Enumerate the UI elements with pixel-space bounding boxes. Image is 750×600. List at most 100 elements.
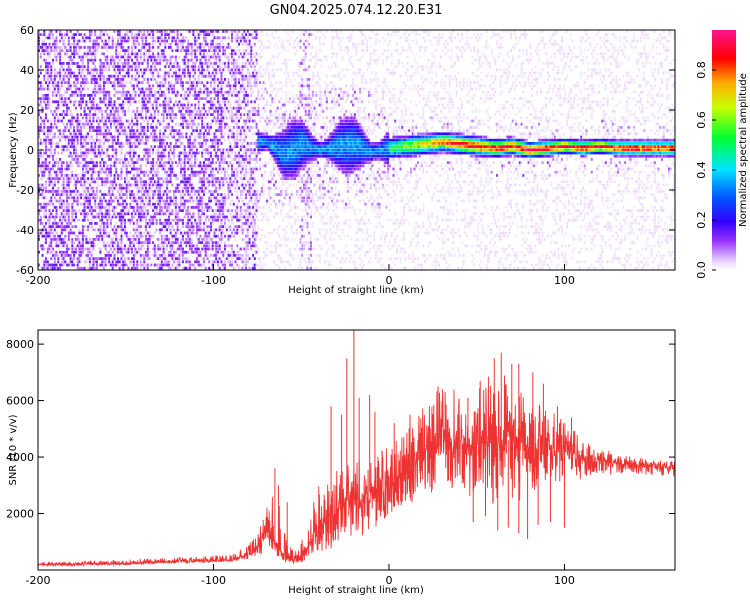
heatmap-cell	[197, 193, 200, 196]
heatmap-cell	[178, 71, 181, 75]
heatmap-cell	[155, 90, 158, 94]
heatmap-cell	[125, 177, 128, 180]
heatmap-cell	[239, 254, 242, 257]
heatmap-cell	[171, 49, 174, 52]
heatmap-cell	[187, 186, 190, 190]
heatmap-cell	[234, 154, 237, 158]
heatmap-cell	[85, 234, 88, 238]
heatmap-cell	[38, 42, 40, 46]
heatmap-cell	[95, 161, 98, 164]
heatmap-cell	[102, 33, 105, 36]
heatmap-cell	[99, 110, 102, 113]
heatmap-cell	[162, 103, 165, 107]
heatmap-cell	[57, 193, 60, 196]
heatmap-cell	[218, 183, 221, 187]
heatmap-cell	[132, 90, 135, 94]
heatmap-cell	[129, 145, 132, 148]
heatmap-cell	[139, 215, 142, 219]
heatmap-cell	[117, 65, 119, 68]
heatmap-cell	[124, 212, 126, 216]
heatmap-cell	[174, 177, 177, 180]
heatmap-cell	[136, 170, 139, 174]
heatmap-cell	[153, 164, 156, 168]
heatmap-cell	[201, 97, 204, 100]
heatmap-cell	[211, 222, 214, 225]
heatmap-cell	[94, 238, 97, 241]
heatmap-cell	[102, 100, 105, 104]
heatmap-cell	[236, 225, 239, 228]
heatmap-cell	[195, 202, 198, 206]
heatmap-cell	[92, 42, 95, 46]
heatmap-cell	[108, 145, 111, 148]
heatmap-cell	[239, 138, 242, 142]
heatmap-cell	[88, 49, 91, 52]
heatmap-cell	[46, 68, 49, 72]
heatmap-cell	[220, 177, 223, 180]
heatmap-cell	[152, 135, 155, 139]
heatmap-cell	[220, 263, 223, 267]
heatmap-cell	[138, 158, 140, 161]
heatmap-cell	[195, 260, 198, 264]
heatmap-cell	[220, 46, 223, 49]
heatmap-cell	[106, 33, 109, 36]
heatmap-cell	[109, 126, 112, 129]
heatmap-cell	[92, 151, 95, 155]
heatmap-cell	[143, 100, 146, 104]
heatmap-cell	[171, 167, 174, 171]
heatmap-cell	[90, 170, 93, 174]
heatmap-cell	[74, 151, 77, 155]
heatmap-cell	[224, 126, 226, 129]
heatmap-cell	[215, 36, 218, 40]
heatmap-cell	[146, 190, 149, 193]
heatmap-cell	[146, 81, 149, 84]
heatmap-cell	[204, 215, 207, 219]
heatmap-cell	[220, 234, 223, 238]
heatmap-cell	[87, 196, 90, 200]
heatmap-cell	[39, 164, 42, 168]
heatmap-cell	[64, 225, 67, 228]
heatmap-cell	[218, 238, 221, 241]
heatmap-cell	[113, 212, 116, 216]
heatmap-cell	[241, 158, 244, 161]
heatmap-cell	[97, 170, 100, 174]
heatmap-cell	[227, 209, 230, 212]
heatmap-cell	[104, 263, 107, 267]
heatmap-cell	[60, 36, 63, 40]
heatmap-cell	[178, 74, 181, 78]
heatmap-cell	[92, 164, 95, 168]
heatmap-cell	[92, 116, 95, 120]
heatmap-cell	[246, 100, 249, 104]
heatmap-cell	[245, 170, 248, 174]
heatmap-cell	[139, 266, 142, 270]
heatmap-cell	[57, 234, 60, 238]
heatmap-cell	[148, 202, 151, 206]
heatmap-cell	[238, 103, 240, 107]
heatmap-cell	[66, 113, 69, 116]
heatmap-cell	[69, 193, 72, 196]
heatmap-cell	[106, 42, 109, 46]
heatmap-cell	[83, 36, 86, 40]
heatmap-cell	[164, 65, 167, 68]
heatmap-cell	[97, 110, 100, 113]
heatmap-cell	[76, 202, 79, 206]
heatmap-cell	[231, 78, 233, 81]
heatmap-cell	[87, 49, 90, 52]
heatmap-cell	[167, 151, 170, 155]
heatmap-cell	[74, 199, 77, 203]
heatmap-cell	[76, 129, 79, 132]
heatmap-cell	[136, 225, 139, 228]
heatmap-cell	[53, 190, 56, 193]
heatmap-cell	[243, 62, 246, 65]
heatmap-cell	[69, 68, 72, 72]
heatmap-cell	[213, 87, 216, 91]
heatmap-cell	[194, 97, 197, 100]
heatmap-cell	[227, 196, 230, 200]
heatmap-cell	[246, 170, 249, 174]
heatmap-cell	[92, 58, 95, 62]
heatmap-cell	[203, 263, 205, 267]
heatmap-cell	[220, 241, 223, 244]
heatmap-cell	[222, 180, 225, 184]
heatmap-cell	[203, 209, 205, 212]
heatmap-cell	[180, 180, 183, 184]
heatmap-cell	[248, 190, 251, 193]
